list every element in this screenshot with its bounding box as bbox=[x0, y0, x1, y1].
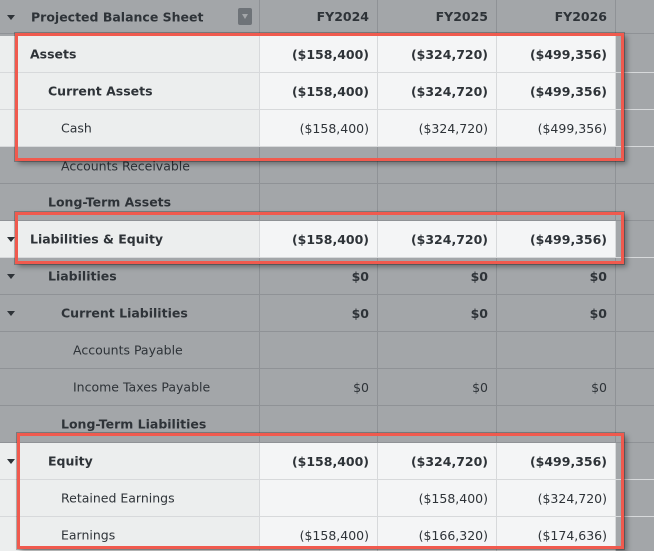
filler-cell bbox=[616, 73, 654, 110]
value-cell[interactable]: $0 bbox=[260, 369, 378, 406]
value-cell[interactable]: ($158,400) bbox=[260, 221, 378, 258]
filler-cell bbox=[616, 480, 654, 517]
table-row-income-taxes-payable[interactable]: Income Taxes Payable $0 $0 $0 bbox=[0, 369, 654, 406]
table-row-current-assets[interactable]: Current Assets ($158,400) ($324,720) ($4… bbox=[0, 73, 654, 110]
value-cell[interactable] bbox=[260, 406, 378, 443]
row-label: Current Liabilities bbox=[61, 305, 188, 321]
value-cell[interactable]: $0 bbox=[378, 295, 497, 332]
value-cell[interactable] bbox=[260, 480, 378, 517]
row-label: Retained Earnings bbox=[61, 490, 175, 506]
table-row-accounts-payable[interactable]: Accounts Payable bbox=[0, 332, 654, 369]
value-cell[interactable] bbox=[497, 184, 616, 221]
value-cell[interactable]: $0 bbox=[497, 258, 616, 295]
value-cell[interactable]: ($158,400) bbox=[260, 443, 378, 480]
value-cell[interactable]: $0 bbox=[260, 258, 378, 295]
column-header-fy2024[interactable]: FY2024 bbox=[260, 0, 378, 34]
row-label: Long-Term Liabilities bbox=[61, 416, 207, 432]
value-cell[interactable]: ($324,720) bbox=[378, 36, 497, 73]
column-header-fy2025[interactable]: FY2025 bbox=[378, 0, 497, 34]
table-row-current-liabilities[interactable]: Current Liabilities $0 $0 $0 bbox=[0, 295, 654, 332]
value-cell[interactable] bbox=[378, 332, 497, 369]
table-row-liabilities[interactable]: Liabilities $0 $0 $0 bbox=[0, 258, 654, 295]
row-label: Current Assets bbox=[48, 83, 153, 99]
filler-cell bbox=[616, 369, 654, 406]
value-cell[interactable]: $0 bbox=[497, 295, 616, 332]
value-cell[interactable]: $0 bbox=[378, 369, 497, 406]
row-label: Earnings bbox=[61, 527, 116, 543]
value-cell[interactable]: ($158,400) bbox=[260, 73, 378, 110]
table-row-long-term-assets[interactable]: Long-Term Assets bbox=[0, 184, 654, 221]
row-label: Accounts Payable bbox=[73, 342, 183, 358]
value-cell[interactable]: ($174,636) bbox=[497, 517, 616, 551]
filler-cell bbox=[616, 36, 654, 73]
header-row: Projected Balance Sheet FY2024 FY2025 FY… bbox=[0, 0, 654, 34]
value-cell[interactable] bbox=[378, 147, 497, 184]
value-cell[interactable] bbox=[260, 147, 378, 184]
collapse-caret-icon[interactable] bbox=[7, 311, 15, 316]
row-label: Liabilities & Equity bbox=[30, 231, 164, 247]
table-row-cash[interactable]: Cash ($158,400) ($324,720) ($499,356) bbox=[0, 110, 654, 147]
value-cell[interactable]: ($324,720) bbox=[378, 110, 497, 147]
table-row-accounts-receivable[interactable]: Accounts Receivable bbox=[0, 147, 654, 184]
table-row-long-term-liabilities[interactable]: Long-Term Liabilities bbox=[0, 406, 654, 443]
collapse-caret-icon[interactable] bbox=[7, 459, 15, 464]
row-label: Cash bbox=[61, 120, 92, 136]
value-cell[interactable] bbox=[378, 184, 497, 221]
filler-cell bbox=[616, 517, 654, 551]
value-cell[interactable]: ($499,356) bbox=[497, 443, 616, 480]
value-cell[interactable] bbox=[497, 406, 616, 443]
value-cell[interactable]: ($499,356) bbox=[497, 73, 616, 110]
row-label: Income Taxes Payable bbox=[73, 379, 211, 395]
value-cell[interactable] bbox=[378, 406, 497, 443]
row-label: Assets bbox=[30, 46, 77, 62]
filler-cell bbox=[616, 332, 654, 369]
table-row-liabilities-equity[interactable]: Liabilities & Equity ($158,400) ($324,72… bbox=[0, 221, 654, 258]
value-cell[interactable] bbox=[260, 332, 378, 369]
value-cell[interactable]: ($324,720) bbox=[497, 480, 616, 517]
export-document-icon[interactable] bbox=[238, 8, 252, 25]
filler-cell bbox=[616, 110, 654, 147]
table-row-equity[interactable]: Equity ($158,400) ($324,720) ($499,356) bbox=[0, 443, 654, 480]
value-cell[interactable]: ($324,720) bbox=[378, 443, 497, 480]
header-title-cell[interactable]: Projected Balance Sheet bbox=[0, 0, 260, 34]
value-cell[interactable] bbox=[260, 184, 378, 221]
row-label: Liabilities bbox=[48, 268, 117, 284]
value-cell[interactable]: ($499,356) bbox=[497, 221, 616, 258]
value-cell[interactable] bbox=[497, 332, 616, 369]
value-cell[interactable]: ($158,400) bbox=[378, 480, 497, 517]
collapse-caret-icon[interactable] bbox=[7, 237, 15, 242]
value-cell[interactable]: ($499,356) bbox=[497, 36, 616, 73]
collapse-caret-icon[interactable] bbox=[7, 274, 15, 279]
table-row-assets[interactable]: Assets ($158,400) ($324,720) ($499,356) bbox=[0, 36, 654, 73]
value-cell[interactable]: $0 bbox=[497, 369, 616, 406]
filler-cell bbox=[616, 147, 654, 184]
filler-cell bbox=[616, 406, 654, 443]
value-cell[interactable]: ($158,400) bbox=[260, 517, 378, 551]
value-cell[interactable]: ($324,720) bbox=[378, 73, 497, 110]
filler-cell bbox=[616, 443, 654, 480]
filler-cell bbox=[616, 295, 654, 332]
value-cell[interactable]: ($166,320) bbox=[378, 517, 497, 551]
row-label: Long-Term Assets bbox=[48, 194, 172, 210]
table-row-retained-earnings[interactable]: Retained Earnings ($158,400) ($324,720) bbox=[0, 480, 654, 517]
value-cell[interactable]: $0 bbox=[260, 295, 378, 332]
value-cell[interactable] bbox=[497, 147, 616, 184]
value-cell[interactable]: ($499,356) bbox=[497, 110, 616, 147]
column-header-fy2026[interactable]: FY2026 bbox=[497, 0, 616, 34]
filler-cell bbox=[616, 0, 654, 34]
row-label: Accounts Receivable bbox=[61, 158, 190, 174]
sheet-title: Projected Balance Sheet bbox=[31, 9, 204, 24]
row-label: Equity bbox=[48, 453, 93, 469]
value-cell[interactable]: ($158,400) bbox=[260, 36, 378, 73]
table-row-earnings[interactable]: Earnings ($158,400) ($166,320) ($174,636… bbox=[0, 517, 654, 551]
filler-cell bbox=[616, 258, 654, 295]
value-cell[interactable]: $0 bbox=[378, 258, 497, 295]
filler-cell bbox=[616, 221, 654, 258]
filler-cell bbox=[616, 184, 654, 221]
value-cell[interactable]: ($158,400) bbox=[260, 110, 378, 147]
collapse-caret-icon[interactable] bbox=[7, 14, 15, 20]
value-cell[interactable]: ($324,720) bbox=[378, 221, 497, 258]
